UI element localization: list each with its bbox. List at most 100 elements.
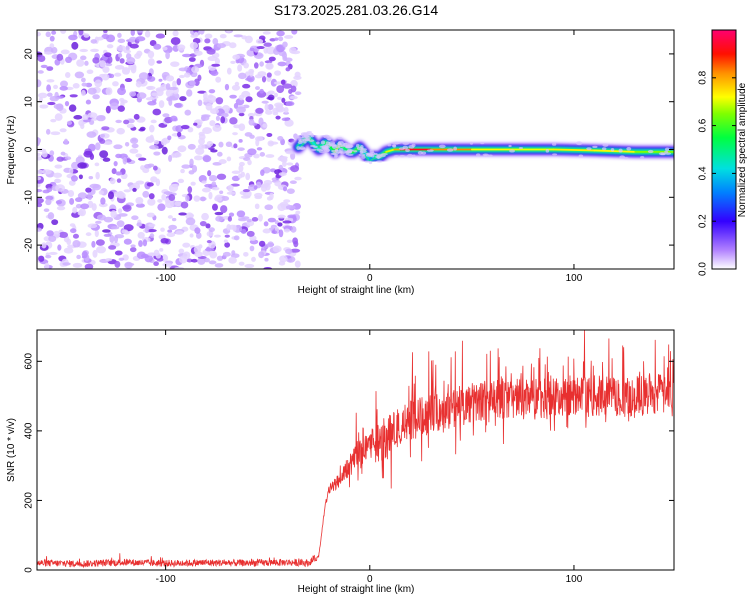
noise-speckle (166, 232, 176, 238)
noise-speckle (226, 191, 236, 195)
noise-speckle (212, 37, 219, 45)
noise-speckle (197, 74, 202, 81)
noise-speckle (66, 120, 73, 126)
noise-speckle (224, 242, 231, 248)
noise-speckle (211, 181, 217, 186)
noise-speckle (95, 239, 105, 246)
noise-speckle (228, 212, 235, 217)
noise-speckle (125, 53, 132, 60)
signal-trace (290, 129, 674, 168)
noise-speckle (245, 96, 253, 103)
noise-speckle (153, 140, 160, 145)
noise-speckle (170, 37, 181, 46)
trace-speckle (353, 150, 358, 153)
noise-speckle (42, 169, 52, 175)
noise-speckle (208, 175, 218, 182)
noise-speckle (258, 213, 263, 222)
noise-speckle (94, 162, 100, 167)
trace-speckle (411, 143, 416, 147)
trace-speckle (402, 142, 409, 146)
trace-speckle (476, 153, 481, 157)
noise-speckle (122, 205, 131, 210)
noise-speckle (230, 183, 240, 187)
noise-speckle (96, 245, 107, 254)
signal-trace-core (385, 148, 396, 153)
noise-speckle (173, 102, 182, 108)
noise-speckle (70, 175, 78, 182)
noise-speckle (114, 65, 125, 70)
noise-speckle (142, 239, 148, 247)
noise-speckle (262, 31, 271, 35)
noise-speckle (149, 145, 159, 150)
noise-speckle (171, 183, 180, 187)
noise-speckle (266, 196, 273, 201)
noise-speckle (258, 251, 265, 259)
noise-speckle (157, 203, 166, 211)
noise-speckle (92, 94, 100, 100)
noise-speckle (277, 96, 282, 100)
noise-speckle (240, 195, 251, 199)
noise-speckle (288, 89, 293, 95)
noise-speckle (215, 115, 221, 122)
snr-y-ticks: 0 200 400 600 (24, 353, 674, 573)
noise-speckle (207, 170, 212, 177)
snr-y-tick-label: 0 (24, 567, 35, 573)
noise-speckle (277, 61, 287, 67)
noise-speckle (160, 237, 169, 244)
noise-speckle (69, 94, 78, 98)
colorbar-label: Normalized spectral amplitude (737, 82, 748, 217)
noise-speckle (291, 30, 298, 35)
trace-speckle (316, 148, 321, 151)
noise-speckle (41, 150, 48, 158)
noise-speckle (175, 230, 184, 235)
trace-speckle (332, 151, 340, 156)
noise-speckle (220, 195, 230, 202)
noise-speckle (91, 240, 96, 248)
noise-speckle (148, 223, 156, 227)
noise-speckle (69, 198, 75, 205)
noise-speckle (290, 248, 301, 253)
noise-speckle (68, 104, 77, 112)
snr-panel: -100 0 100 0 200 400 600 Height of straight l… (6, 329, 675, 595)
noise-speckle (129, 43, 139, 49)
noise-speckle (180, 201, 189, 209)
trace-speckle (310, 134, 315, 138)
noise-speckle (271, 230, 278, 234)
trace-speckle (320, 140, 326, 145)
noise-speckle (258, 240, 266, 247)
trace-speckle (610, 147, 615, 152)
noise-speckle (124, 141, 130, 147)
noise-speckle (105, 257, 113, 262)
noise-speckle (295, 210, 301, 215)
noise-speckle (147, 50, 155, 59)
trace-speckle (619, 155, 626, 159)
trace-speckle (601, 147, 607, 151)
noise-speckle (292, 237, 299, 245)
colorbar-frame (711, 29, 737, 270)
noise-speckle (249, 134, 255, 139)
trace-speckle (387, 143, 392, 147)
noise-speckle (54, 164, 63, 169)
noise-speckle (62, 262, 71, 266)
trace-speckle (345, 145, 351, 149)
noise-speckle (224, 234, 230, 238)
trace-speckle (592, 145, 598, 149)
noise-speckle (38, 255, 45, 262)
noise-speckle (40, 64, 48, 69)
noise-speckle (205, 223, 211, 229)
trace-speckle (398, 147, 405, 151)
noise-speckle (80, 55, 87, 61)
noise-speckle (277, 136, 284, 141)
noise-speckle (284, 119, 294, 127)
noise-speckle (53, 84, 59, 90)
noise-speckle (115, 153, 122, 159)
noise-speckle (146, 182, 154, 187)
noise-speckle (114, 260, 121, 268)
noise-speckle (87, 112, 98, 119)
noise-speckle (217, 151, 223, 157)
noise-speckle (178, 67, 188, 72)
noise-speckle (266, 62, 273, 69)
noise-speckle (158, 100, 165, 109)
noise-speckle (251, 256, 256, 262)
noise-speckle (263, 221, 269, 227)
